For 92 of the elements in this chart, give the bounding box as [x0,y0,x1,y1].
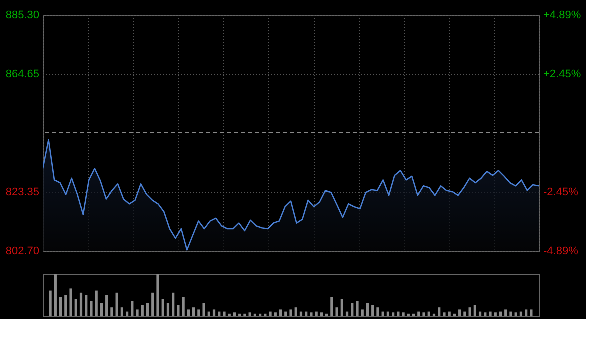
bar [100,303,104,316]
y2-tick-label: -2.45% [544,186,579,199]
bar [422,312,426,316]
bar [279,310,282,316]
bar [70,288,72,316]
bar [166,303,170,316]
y-tick-label: 802.70 [6,246,40,258]
bar [392,312,395,316]
bar [310,312,313,316]
bar [494,312,497,316]
bar [336,308,338,316]
bar [484,312,487,316]
bar [520,312,523,316]
bar [146,303,150,316]
bar [218,312,221,316]
bar [248,312,252,316]
bar [177,306,180,316]
bar [468,308,472,316]
bar [120,308,124,316]
bar [152,292,154,316]
y2-tick-label: -4.89% [544,246,579,258]
bar [402,312,405,316]
bar [59,297,62,316]
bar [305,312,308,316]
bar [320,312,323,316]
bar [397,312,400,316]
y-tick-label: 885.30 [6,10,40,22]
bar [208,312,210,316]
y-tick-label: 864.65 [6,68,40,80]
bar [428,312,430,316]
bar [443,312,446,316]
bar [162,299,164,316]
bar [361,310,364,316]
bar [95,290,98,316]
bar [514,312,518,316]
bar [106,295,108,316]
bar [346,312,349,316]
bar [116,292,118,316]
bar [376,308,380,316]
bar [198,310,200,316]
bar [131,301,134,316]
bar [510,312,512,316]
bar [156,274,160,316]
y2-tick-label: +4.89% [544,10,582,22]
bar [464,312,466,316]
bar [366,303,370,316]
bar [172,292,175,316]
bar [294,308,298,316]
bar [212,310,216,316]
bar [504,310,508,316]
bar [300,312,303,316]
bar [284,312,288,316]
bar [356,301,359,316]
bar [233,312,236,316]
bar [274,312,277,316]
bar [448,312,451,316]
bar [386,312,390,316]
bar [372,306,374,316]
bar [90,301,93,316]
bar [85,295,88,316]
bar [49,290,52,316]
bar [80,292,83,316]
bar [141,306,144,316]
bar [351,303,354,316]
bar [290,310,292,316]
bar [202,303,206,316]
y2-tick-label: +2.45% [544,68,582,80]
bar [64,295,68,316]
bar [478,312,482,316]
bar [192,308,196,316]
bar [330,297,334,316]
bar [126,312,129,316]
bar [54,274,57,316]
bar [525,310,528,316]
bar [182,297,185,316]
bar [340,299,344,316]
bar [418,312,420,316]
bar [530,310,533,316]
y-tick-label: 823.35 [6,186,40,198]
bar [438,308,441,316]
bar [499,312,502,316]
bar [315,312,318,316]
bar [136,310,139,316]
bar [74,299,78,316]
bar [382,312,384,316]
bar [474,306,476,316]
bar [110,308,114,316]
bar [489,312,492,316]
bar [458,310,462,316]
bar [269,312,272,316]
bar [187,310,190,316]
bar [223,312,226,316]
